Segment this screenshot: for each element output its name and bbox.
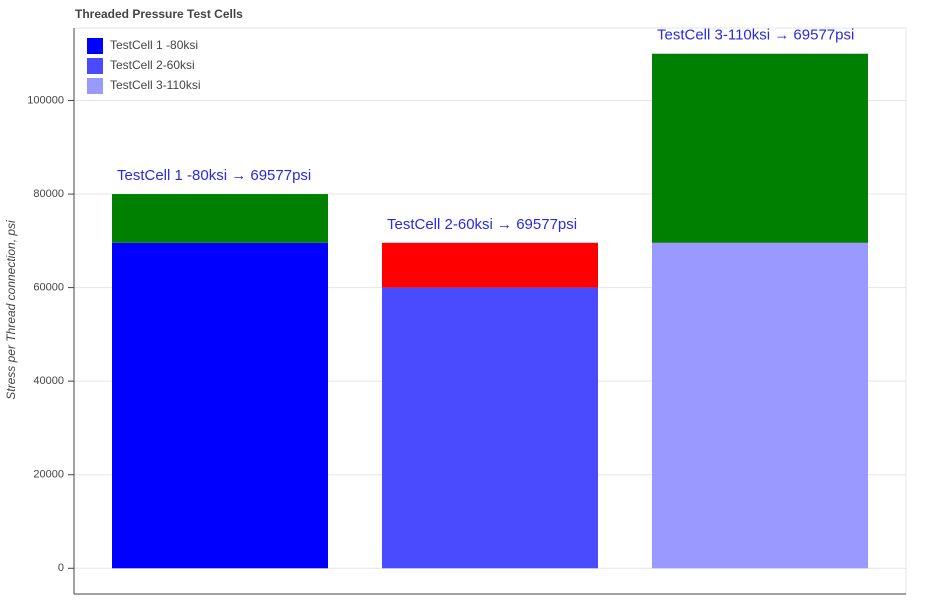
y-tick-label: 0 bbox=[58, 562, 64, 574]
legend-swatch bbox=[87, 38, 103, 54]
annotation: TestCell 3-110ksi → 69577psi bbox=[657, 27, 854, 44]
y-tick-label: 100000 bbox=[27, 94, 64, 106]
legend-label: TestCell 3-110ksi bbox=[110, 78, 200, 92]
y-tick-label: 60000 bbox=[33, 282, 64, 294]
bar-segment bbox=[382, 242, 598, 288]
y-axis-label: Stress per Thread connection, psi bbox=[4, 220, 18, 400]
annotation: TestCell 2-60ksi → 69577psi bbox=[387, 216, 577, 233]
bar-segment bbox=[112, 242, 328, 569]
bar-segment bbox=[652, 242, 868, 569]
legend-swatch bbox=[87, 78, 103, 94]
chart-title: Threaded Pressure Test Cells bbox=[75, 7, 243, 21]
bar-segment bbox=[382, 287, 598, 569]
legend-label: TestCell 2-60ksi bbox=[110, 58, 195, 72]
bar-segment bbox=[112, 194, 328, 243]
y-tick-label: 20000 bbox=[33, 469, 64, 481]
annotation: TestCell 1 -80ksi → 69577psi bbox=[117, 167, 311, 184]
legend-swatch bbox=[87, 58, 103, 74]
y-tick-label: 40000 bbox=[33, 375, 64, 387]
y-tick-label: 80000 bbox=[33, 188, 64, 200]
bar-segment bbox=[652, 53, 868, 243]
legend-label: TestCell 1 -80ksi bbox=[110, 38, 198, 52]
